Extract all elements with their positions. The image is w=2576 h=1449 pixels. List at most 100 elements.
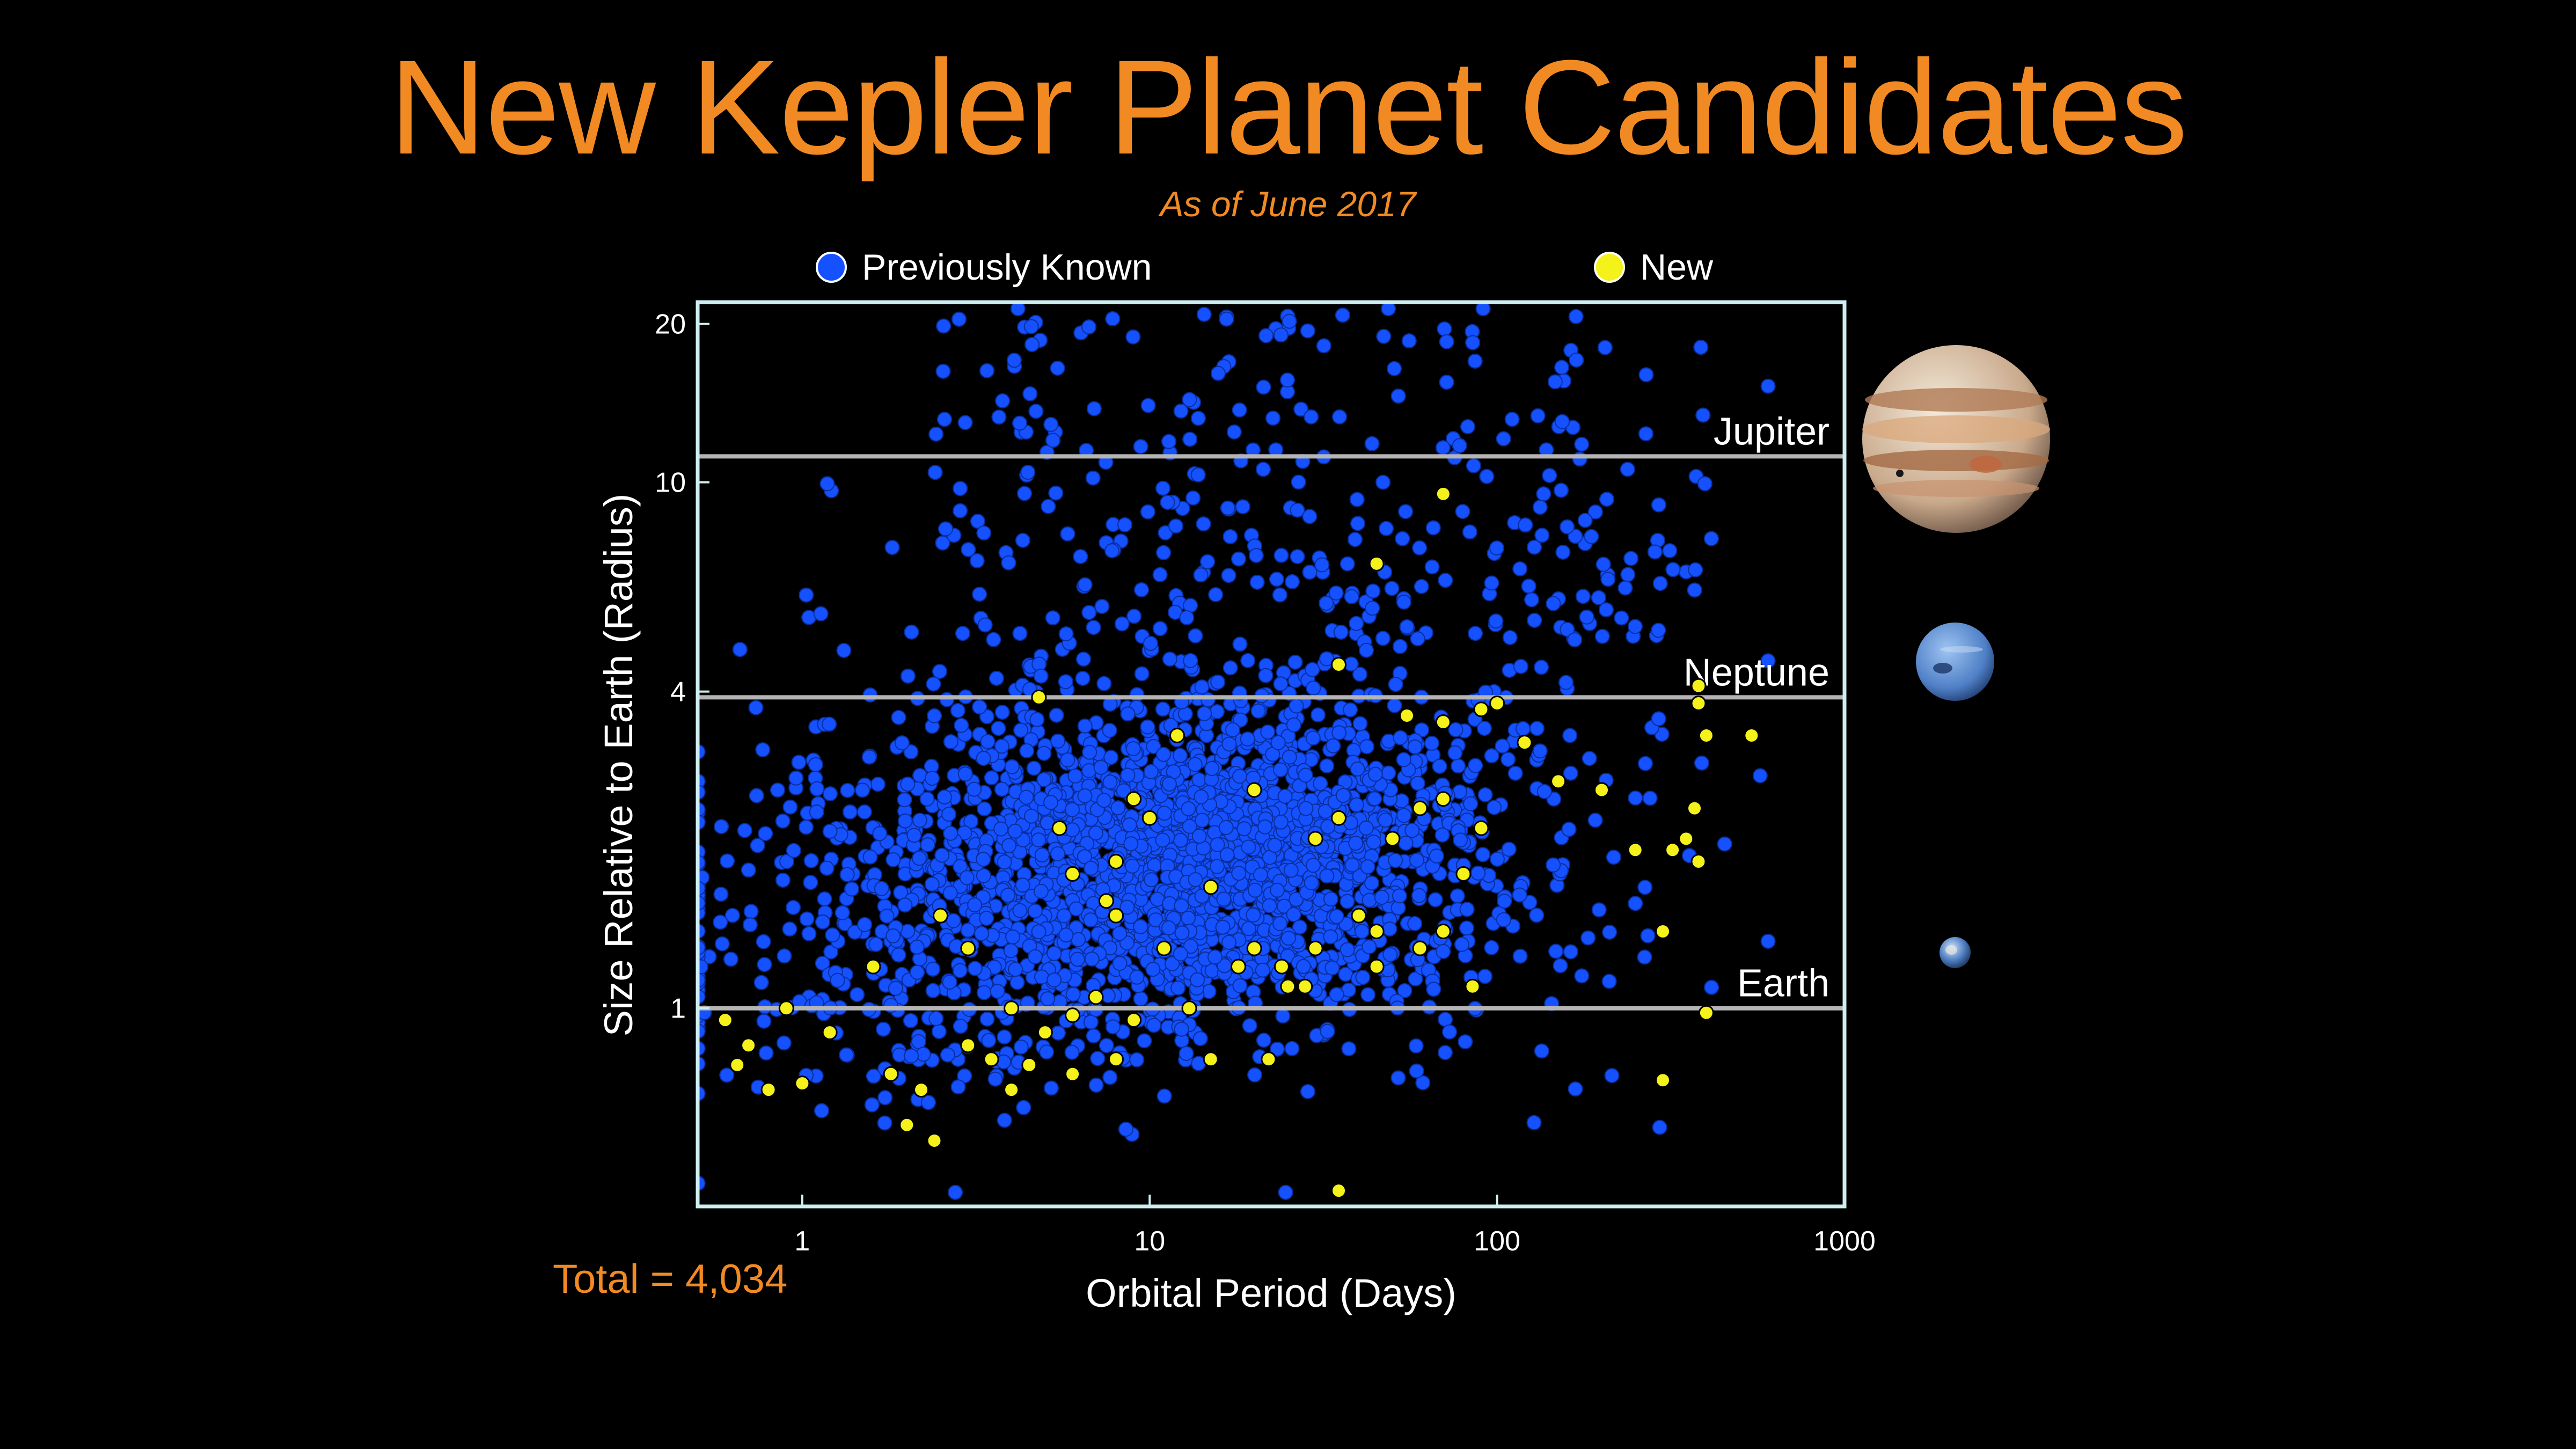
known-point [1435, 827, 1450, 843]
chart-subtitle: As of June 2017 [1160, 184, 1416, 224]
known-point [952, 963, 968, 978]
known-point [720, 853, 735, 869]
known-point [1272, 587, 1287, 603]
known-point [1188, 872, 1203, 887]
known-point [1651, 497, 1666, 513]
new-point [960, 1037, 976, 1053]
known-point [776, 1035, 792, 1051]
known-point [1407, 739, 1423, 755]
new-point [1126, 1012, 1142, 1028]
known-point [866, 1069, 881, 1084]
known-point [912, 851, 927, 866]
known-point [1013, 722, 1029, 738]
new-point [1351, 908, 1367, 924]
new-point [1065, 866, 1081, 882]
known-point [954, 718, 969, 733]
known-point [775, 873, 791, 888]
known-point [952, 311, 967, 327]
known-point [842, 804, 858, 819]
known-point [1466, 458, 1481, 473]
known-point [1376, 328, 1392, 344]
known-point [1477, 787, 1493, 802]
known-point [1258, 668, 1274, 683]
known-point [1410, 775, 1425, 791]
known-point [799, 819, 814, 835]
new-point [1489, 696, 1505, 711]
known-point [1094, 599, 1110, 614]
known-point [1197, 706, 1212, 721]
known-point [1574, 436, 1590, 452]
known-point [1366, 835, 1381, 850]
known-point [1282, 313, 1297, 329]
known-point [1379, 521, 1394, 536]
known-point [1584, 529, 1599, 544]
known-point [1090, 1051, 1106, 1066]
known-point [819, 476, 835, 492]
known-point [897, 813, 913, 829]
known-point [839, 1047, 854, 1063]
known-point [755, 742, 771, 758]
known-point [941, 807, 957, 822]
known-point [1391, 1070, 1406, 1086]
known-point [1319, 596, 1334, 611]
known-point [1146, 739, 1161, 754]
known-point [1752, 768, 1768, 784]
known-point [779, 854, 795, 869]
known-point [1027, 903, 1043, 919]
known-point [1010, 302, 1026, 317]
new-point [1037, 1024, 1053, 1041]
known-point [830, 972, 845, 988]
known-point [1124, 858, 1140, 874]
new-point [1655, 1072, 1671, 1088]
known-point [1628, 791, 1643, 806]
known-point [876, 1021, 891, 1037]
known-point [1022, 386, 1038, 401]
new-point [1655, 924, 1671, 939]
known-point [1231, 866, 1247, 881]
known-point [758, 1045, 774, 1061]
known-point [1155, 701, 1170, 717]
known-point [1553, 482, 1569, 498]
known-point [1280, 372, 1295, 388]
known-point [942, 885, 958, 901]
known-point [1432, 758, 1447, 774]
known-point [1300, 323, 1315, 339]
known-point [1424, 559, 1440, 575]
known-point [1375, 631, 1391, 646]
known-point [748, 700, 764, 715]
known-point [1192, 1031, 1208, 1046]
known-point [1460, 419, 1475, 434]
known-point [1275, 1008, 1291, 1024]
new-point [1627, 842, 1643, 858]
known-point [1174, 1021, 1189, 1037]
known-point [1442, 1024, 1457, 1040]
known-point [1048, 485, 1064, 501]
known-point [1194, 789, 1209, 804]
known-point [976, 868, 991, 883]
known-point [1269, 572, 1284, 587]
known-point [1291, 474, 1306, 490]
new-point [1368, 958, 1385, 975]
known-point [1606, 850, 1621, 865]
known-point [791, 755, 807, 770]
known-point [1173, 832, 1188, 848]
new-point [1435, 714, 1451, 730]
known-point [1204, 761, 1220, 776]
reference-lines: Jupiter Neptune Earth [698, 410, 1845, 1011]
known-point [1194, 888, 1210, 904]
known-point [885, 852, 901, 867]
known-point [1102, 1070, 1118, 1085]
known-point [1451, 758, 1466, 774]
known-point [1568, 309, 1584, 324]
new-point [1088, 989, 1104, 1005]
known-point [1454, 936, 1469, 952]
known-point [957, 766, 973, 782]
known-point [857, 917, 873, 932]
known-point [1343, 702, 1358, 718]
known-point [974, 926, 989, 941]
known-point [1496, 912, 1511, 927]
known-point [1507, 765, 1523, 781]
known-point [1148, 912, 1163, 928]
known-point [927, 708, 942, 723]
known-point [1438, 1012, 1453, 1027]
